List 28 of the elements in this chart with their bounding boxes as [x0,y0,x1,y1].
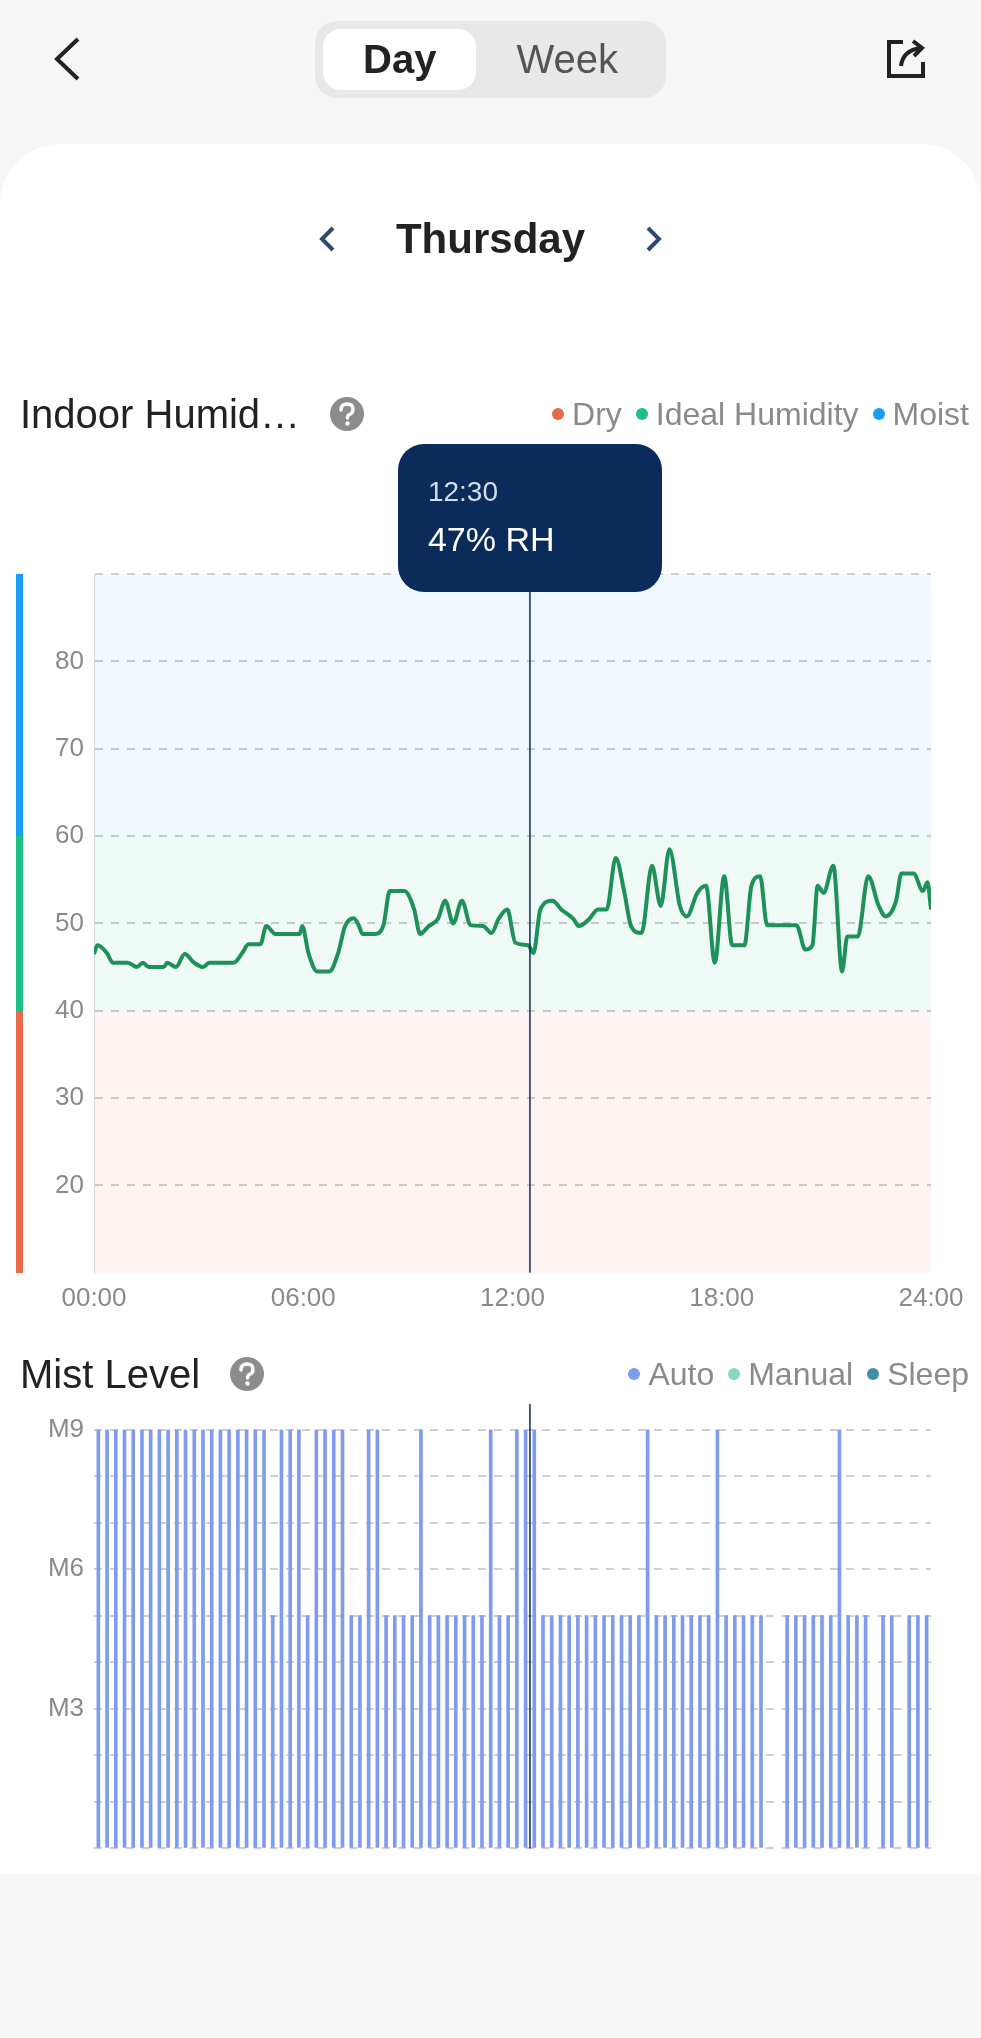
y-tick-label: 40 [55,993,84,1024]
x-tick-label: 18:00 [689,1281,755,1312]
legend-label: Dry [571,395,622,433]
x-tick-label: 24:00 [898,1281,964,1312]
chart-title: Indoor Humid… [20,391,301,437]
text: Day [323,28,477,90]
y-tick-label: 70 [55,731,84,762]
y-tick-label: 80 [55,644,84,675]
x-tick-label: 12:00 [479,1281,546,1312]
legend-label: Ideal Humidity [654,395,859,433]
y-tick-label: 60 [55,819,84,850]
text: M9 [47,1412,84,1443]
y-tick-label: 20 [55,1168,84,1199]
legend-label: Sleep [886,1355,969,1393]
legend-label: Auto [647,1355,715,1393]
text: M6 [47,1552,84,1583]
chart-title: Mist Level [20,1351,201,1397]
y-tick-label: 50 [55,906,84,937]
legend-label: Manual [747,1355,854,1393]
text: Week [515,35,619,83]
x-tick-label: 00:00 [61,1281,127,1312]
x-tick-label: 06:00 [270,1281,336,1312]
y-tick-label: 30 [55,1081,84,1112]
legend-label: Moist [891,395,969,433]
line-series [94,847,931,974]
text: M3 [47,1691,84,1722]
chart-subtitle: Thursday [395,215,586,263]
tooltip-box: 12:30 47% RH [397,444,662,592]
